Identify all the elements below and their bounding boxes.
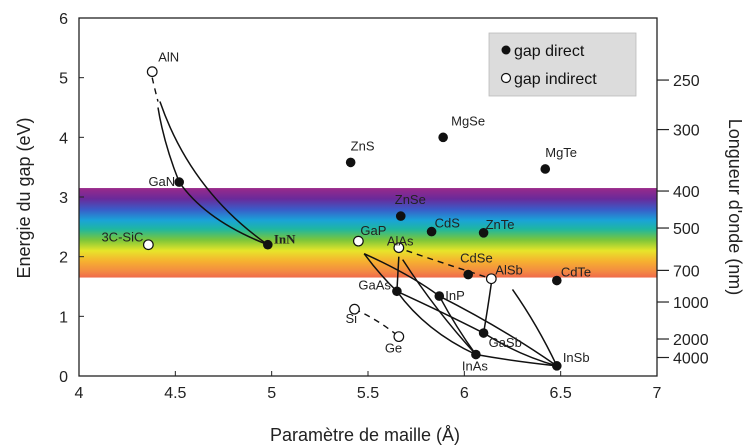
right-axis-ticks: 250 300 400 500 700 1000 2000 4000	[657, 73, 709, 368]
curve-inas-insb	[475, 353, 557, 367]
point-label-alas: AlAs	[387, 234, 414, 249]
point-ge	[393, 331, 405, 343]
curve-gan-inn	[178, 181, 269, 246]
point-znte	[478, 228, 489, 238]
legend-direct-label: gap direct	[514, 43, 585, 60]
point-label-gasb: GaSb	[489, 335, 522, 350]
y-tick-label-1: 1	[59, 309, 68, 326]
point-label-insb: InSb	[563, 350, 590, 365]
curve-alsb-gasb	[482, 283, 493, 334]
right-tick-label-300: 300	[673, 123, 700, 140]
point-inas	[471, 349, 481, 360]
y-axis-ticks: 0 1 2 3 4 5 6	[59, 11, 84, 386]
curve-gaas-inas	[396, 290, 477, 356]
x-tick-label-6-5: 6.5	[550, 385, 572, 402]
curve-aln-gan-dashed	[151, 77, 159, 102]
point-cdte	[552, 275, 562, 286]
curve-inp-insb	[438, 295, 558, 367]
right-tick-label-250: 250	[673, 73, 700, 90]
point-label-si: Si	[346, 311, 358, 326]
x-tick-label-4-5: 4.5	[164, 385, 186, 402]
right-tick-label-4000: 4000	[673, 351, 709, 368]
point-label-zns: ZnS	[351, 138, 375, 153]
x-tick-label-5: 5	[267, 385, 276, 402]
point-label-mgse: MgSe	[451, 113, 485, 128]
point-aln	[146, 66, 158, 78]
point-label-inn: InN	[274, 232, 296, 247]
legend: gap direct gap indirect	[488, 32, 637, 97]
point-label-ge: Ge	[385, 341, 402, 356]
point-label-aln: AlN	[158, 50, 179, 65]
curve-gasb-insb	[483, 332, 558, 367]
point-si	[349, 303, 360, 315]
curve-si-ge-dashed	[354, 308, 400, 338]
x-tick-label-7: 7	[653, 385, 662, 402]
point-gap	[352, 235, 364, 247]
point-cdse	[463, 269, 473, 280]
right-tick-label-2000: 2000	[673, 332, 709, 349]
legend-direct-marker	[501, 45, 511, 55]
point-alsb	[485, 273, 497, 285]
x-tick-label-6: 6	[460, 385, 469, 402]
point-mgse	[438, 132, 448, 143]
point-label-znte: ZnTe	[486, 217, 515, 232]
legend-box	[488, 32, 637, 97]
point-gan	[174, 177, 184, 187]
right-tick-label-400: 400	[673, 184, 700, 201]
point-znse	[395, 211, 406, 221]
y-tick-label-3: 3	[59, 190, 68, 207]
y-tick-label-2: 2	[59, 250, 68, 267]
point-label-gan: GaN	[148, 174, 175, 189]
points-layer: AlN GaN InN 3C-SiC ZnS MgSe MgTe ZnSe CdS ZnTe GaP…	[101, 50, 591, 374]
right-tick-label-1000: 1000	[673, 295, 709, 312]
right-tick-label-500: 500	[673, 221, 700, 238]
y-tick-label-0: 0	[59, 369, 68, 386]
curve-aln-inn	[159, 101, 269, 246]
legend-indirect-marker	[500, 72, 512, 84]
point-label-alsb: AlSb	[495, 263, 522, 278]
point-insb	[552, 361, 562, 371]
point-alas	[393, 242, 405, 254]
point-mgte	[540, 164, 551, 174]
point-zns	[345, 157, 356, 168]
curve-gap-inp	[363, 252, 440, 297]
y-tick-label-6: 6	[59, 11, 68, 28]
point-label-mgte: MgTe	[545, 145, 577, 160]
point-cds	[426, 226, 437, 237]
visible-spectrum-band	[79, 188, 657, 278]
curve-aln-gan	[157, 107, 180, 183]
y-tick-label-4: 4	[59, 130, 68, 147]
x-tick-label-4: 4	[75, 385, 84, 402]
x-axis-ticks: 4 4.5 5 5.5 6 6.5 7	[75, 371, 662, 402]
point-gasb	[478, 328, 489, 338]
point-inp	[434, 291, 445, 301]
point-label-inp: InP	[445, 288, 465, 303]
point-label-inas: InAs	[462, 359, 489, 374]
y-axis-label: Energie du gap (eV)	[14, 117, 34, 278]
right-tick-label-700: 700	[673, 263, 700, 280]
curve-alas-alsb-dashed	[406, 250, 492, 280]
curve-alas-inas	[402, 259, 477, 356]
x-axis-label: Paramètre de maille (Å)	[270, 425, 460, 445]
point-label-cds: CdS	[435, 216, 461, 231]
point-label-gaas: GaAs	[358, 277, 391, 292]
y-tick-label-5: 5	[59, 71, 68, 88]
point-label-3c-sic: 3C-SiC	[101, 230, 143, 245]
legend-indirect-label: gap indirect	[514, 71, 597, 88]
point-inn	[263, 239, 273, 250]
point-3c-sic	[142, 239, 154, 251]
curve-gaas-gasb	[396, 290, 484, 334]
curve-alsb-insb	[511, 289, 558, 367]
point-gaas	[392, 286, 402, 297]
point-label-gap: GaP	[360, 223, 386, 238]
x-tick-label-5-5: 5.5	[357, 385, 379, 402]
right-axis-label: Longueur d'onde (nm)	[725, 119, 745, 296]
point-label-cdte: CdTe	[561, 265, 591, 280]
point-label-cdse: CdSe	[460, 251, 493, 266]
point-label-znse: ZnSe	[395, 192, 426, 207]
